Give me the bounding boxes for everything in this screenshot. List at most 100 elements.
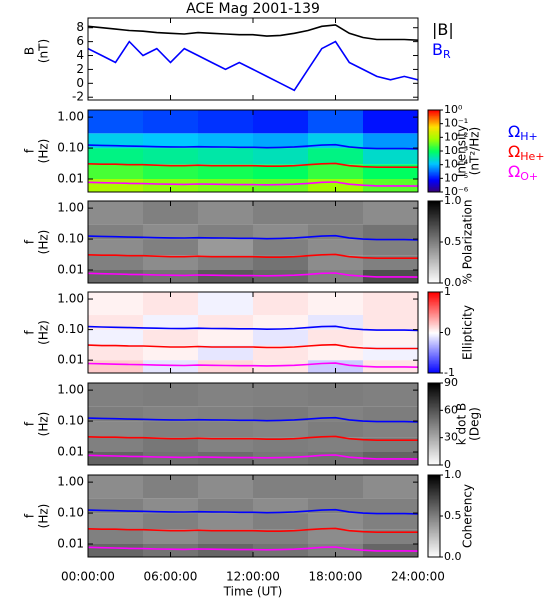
colorbar-swatch: [428, 507, 440, 510]
colorbar-swatch: [428, 525, 440, 528]
heatmap-cell: [198, 513, 253, 530]
heatmap-cell: [88, 179, 143, 192]
colorbar-swatch: [428, 543, 440, 546]
heatmap-cell: [363, 239, 418, 256]
heatmap-cell: [198, 201, 253, 225]
heatmap-cell: [143, 255, 198, 271]
colorbar-swatch: [428, 485, 440, 488]
colorbar-swatch: [428, 441, 440, 444]
colorbar-swatch: [428, 399, 440, 402]
colorbar-swatch: [428, 239, 440, 242]
colorbar-swatch: [428, 166, 440, 168]
colorbar-swatch: [428, 418, 440, 421]
legend-sub: O+: [520, 170, 538, 183]
colorbar-swatch: [428, 183, 440, 186]
heatmap-cell: [88, 292, 143, 316]
colorbar-swatch: [428, 296, 440, 298]
series-line: [88, 181, 418, 187]
y-tick-label: 0.01: [57, 263, 84, 277]
colorbar-swatch: [428, 257, 440, 259]
colorbar-swatch: [428, 123, 440, 126]
heatmap-cell: [143, 529, 198, 545]
legend-name: |B|: [432, 20, 454, 39]
heatmap-cell: [198, 544, 253, 557]
colorbar-swatch: [428, 313, 440, 316]
colorbar-swatch: [428, 277, 440, 280]
colorbar-swatch: [428, 111, 440, 114]
heatmap-cell: [198, 179, 253, 192]
colorbar-swatch: [428, 225, 440, 228]
legend-name: B: [432, 40, 443, 59]
colorbar-swatch: [428, 364, 440, 367]
colorbar-swatch: [428, 175, 440, 178]
colorbar-swatch: [428, 449, 440, 452]
heatmap-cell: [363, 133, 418, 149]
colorbar-tick-label: 10⁻²: [444, 130, 468, 143]
colorbar-swatch: [428, 445, 440, 448]
colorbar-swatch: [428, 410, 440, 413]
x-axis-label: Time (UT): [223, 585, 283, 599]
colorbar-swatch: [428, 216, 440, 218]
y-tick-label: 0.01: [57, 172, 84, 186]
colorbar-swatch: [428, 250, 440, 253]
y-tick-label: 4: [76, 48, 84, 62]
y-axis-label: f: [23, 330, 37, 335]
colorbar-swatch: [428, 171, 440, 174]
heatmap-cell: [253, 164, 308, 180]
colorbar-swatch: [428, 516, 440, 518]
colorbar-swatch: [428, 122, 440, 125]
colorbar-swatch: [428, 432, 440, 435]
heatmap-cell: [198, 239, 253, 256]
heatmap-cell: [308, 164, 363, 180]
colorbar-swatch: [428, 118, 440, 121]
heatmap-cell: [143, 201, 198, 225]
series-line: [88, 454, 418, 460]
colorbar-swatch: [428, 548, 440, 551]
heatmap-cell: [308, 529, 363, 545]
colorbar-swatch: [428, 187, 440, 190]
heatmap-cell: [88, 255, 143, 271]
colorbar-swatch: [428, 115, 440, 118]
legend-label: |B|: [432, 20, 454, 39]
colorbar-swatch: [428, 214, 440, 217]
colorbar-swatch: [428, 228, 440, 231]
heatmap-cell: [88, 498, 143, 514]
heatmap-cell: [198, 110, 253, 134]
colorbar-swatch: [428, 168, 440, 171]
heatmap-cell: [308, 329, 363, 346]
heatmap-cell: [253, 452, 308, 465]
colorbar-swatch: [428, 110, 440, 112]
colorbar-swatch: [428, 404, 440, 407]
colorbar-swatch: [428, 454, 440, 456]
colorbar-swatch: [428, 544, 440, 547]
colorbar-swatch: [428, 242, 440, 244]
colorbar-swatch: [428, 138, 440, 141]
heatmap-cell: [253, 383, 308, 407]
colorbar-swatch: [428, 217, 440, 220]
colorbar-swatch: [428, 233, 440, 236]
colorbar-swatch: [428, 535, 440, 537]
colorbar-tick-label: 1.0: [444, 468, 462, 481]
heatmap-cell: [198, 164, 253, 180]
colorbar-swatch: [428, 126, 440, 129]
colorbar-swatch: [428, 305, 440, 308]
colorbar-swatch: [428, 356, 440, 359]
heatmap-cell: [308, 239, 363, 256]
colorbar-swatch: [428, 206, 440, 209]
y-tick-label: 8: [76, 20, 84, 34]
heatmap-cell: [308, 110, 363, 134]
colorbar-label: Intensity: [455, 125, 469, 177]
y-axis-label: f: [23, 148, 37, 153]
colorbar-swatch: [428, 393, 440, 396]
colorbar-tick-label: 10⁻⁶: [444, 185, 469, 198]
colorbar-swatch: [428, 309, 440, 312]
heatmap-cell: [143, 383, 198, 407]
heatmap-cell: [198, 345, 253, 361]
heatmap-cell: [143, 513, 198, 530]
colorbar-swatch: [428, 314, 440, 317]
colorbar-swatch: [428, 424, 440, 426]
colorbar-swatch: [428, 417, 440, 420]
heatmap-cell: [143, 406, 198, 422]
colorbar-swatch: [428, 440, 440, 443]
colorbar-swatch: [428, 452, 440, 455]
